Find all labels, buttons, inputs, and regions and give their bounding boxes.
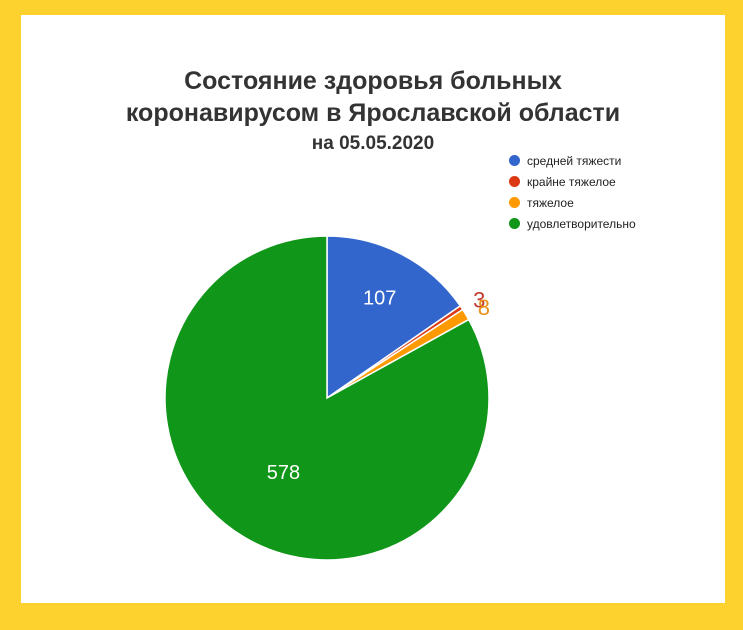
legend-item: удовлетворительно bbox=[509, 213, 636, 234]
chart-subtitle: на 05.05.2020 bbox=[311, 133, 435, 154]
pie-slice bbox=[164, 235, 490, 561]
data-label: 3 bbox=[473, 288, 485, 313]
legend-label: удовлетворительно bbox=[527, 216, 636, 231]
chart-legend: средней тяжести крайне тяжелое тяжелое у… bbox=[509, 150, 636, 234]
chart-title-line-1: Состояние здоровья больных bbox=[184, 67, 562, 95]
data-label: 107 bbox=[363, 288, 396, 310]
pie-chart: 107 38 578 bbox=[164, 235, 490, 561]
data-label: 578 bbox=[267, 462, 300, 484]
pie-slice bbox=[326, 235, 462, 400]
chart-card: Состояние здоровья больных коронавирусом… bbox=[21, 15, 725, 603]
legend-swatch bbox=[509, 155, 520, 166]
legend-swatch bbox=[509, 176, 520, 187]
data-label: 8 bbox=[478, 295, 490, 320]
legend-label: тяжелое bbox=[527, 195, 574, 210]
legend-label: средней тяжести bbox=[527, 153, 622, 168]
legend-label: крайне тяжелое bbox=[527, 174, 616, 189]
legend-swatch bbox=[509, 218, 520, 229]
chart-title-line-2: коронавирусом в Ярославской области bbox=[125, 99, 621, 127]
legend-swatch bbox=[509, 197, 520, 208]
legend-item: тяжелое bbox=[509, 192, 636, 213]
chart-title: Состояние здоровья больных коронавирусом… bbox=[21, 65, 725, 159]
legend-item: средней тяжести bbox=[509, 150, 636, 171]
legend-item: крайне тяжелое bbox=[509, 171, 636, 192]
